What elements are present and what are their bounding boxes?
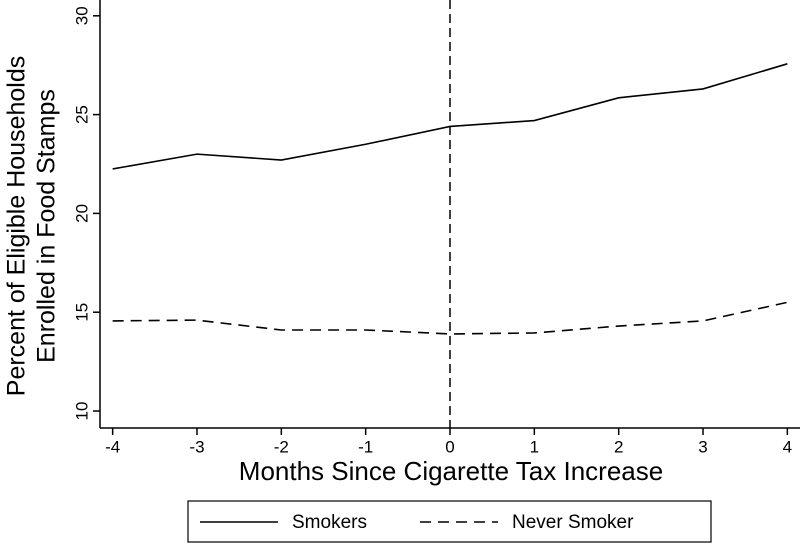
- y-tick-label: 30: [72, 6, 91, 25]
- x-tick-label: -2: [274, 437, 289, 456]
- x-tick-label: 1: [530, 437, 539, 456]
- y-tick-label: 25: [72, 105, 91, 124]
- y-tick-label: 20: [72, 204, 91, 223]
- y-axis-title: Percent of Eligible Households: [3, 56, 31, 396]
- line: [112, 63, 788, 170]
- legend-box: [187, 500, 712, 543]
- x-tick-label: 2: [614, 437, 623, 456]
- x-tick-label: -1: [358, 437, 373, 456]
- x-tick-label: 0: [445, 437, 454, 456]
- x-tick-label: -4: [105, 437, 120, 456]
- x-tick-label: -3: [189, 437, 204, 456]
- y-tick-label: 15: [72, 303, 91, 322]
- x-axis-title: Months Since Cigarette Tax Increase: [239, 456, 663, 486]
- x-tick-label: 3: [698, 437, 707, 456]
- y-axis-title: Enrolled in Food Stamps: [33, 89, 61, 363]
- x-tick-label: 4: [783, 437, 792, 456]
- y-tick-label: 10: [72, 402, 91, 421]
- legend-label: Smokers: [292, 512, 367, 533]
- line: [112, 301, 788, 335]
- legend-label: Never Smoker: [512, 512, 634, 533]
